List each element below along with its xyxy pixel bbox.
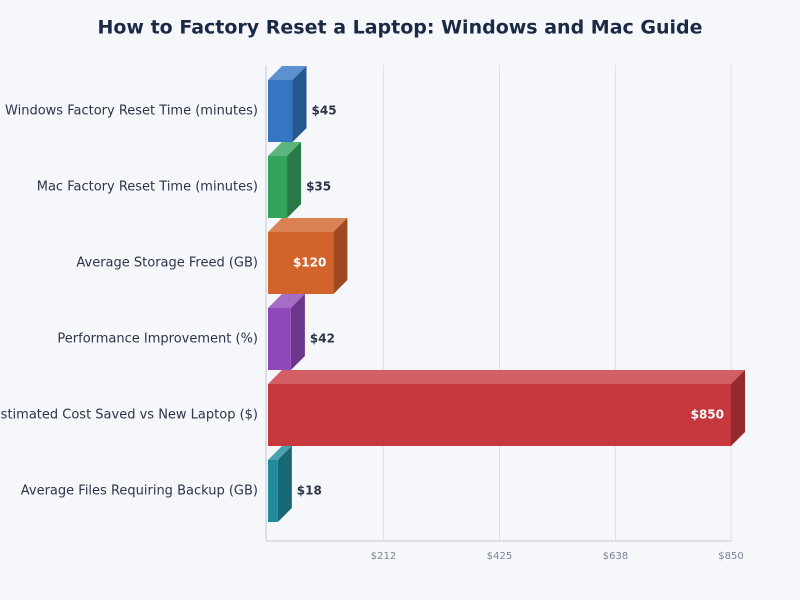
bar-top-shade xyxy=(268,142,302,156)
data-label: $120 xyxy=(293,256,326,270)
bar xyxy=(268,384,731,446)
bar-top xyxy=(268,370,745,384)
bar-side-shade xyxy=(292,66,307,142)
bar-side xyxy=(333,218,348,294)
bar-top-shade xyxy=(268,370,745,384)
bar-side-shade xyxy=(287,142,302,218)
bar-top xyxy=(268,218,348,232)
bar-top xyxy=(268,142,302,156)
data-label: $850 xyxy=(691,408,724,422)
bar-side-shade xyxy=(333,218,348,294)
x-tick-label: $212 xyxy=(371,551,396,562)
bar-top-shade xyxy=(268,294,305,308)
bar-side xyxy=(290,294,305,370)
bar-top xyxy=(268,66,307,80)
y-tick-label: Estimated Cost Saved vs New Laptop ($) xyxy=(0,408,258,423)
bar-side-shade xyxy=(290,294,305,370)
bar-top-shade xyxy=(268,218,348,232)
data-label: $42 xyxy=(310,332,335,346)
bar-side xyxy=(287,142,302,218)
data-label: $18 xyxy=(297,484,322,498)
y-tick-label: Average Files Requiring Backup (GB) xyxy=(21,484,258,499)
bar-top-shade xyxy=(268,66,307,80)
bar xyxy=(268,232,334,294)
x-tick-label: $850 xyxy=(718,551,743,562)
bar-top-shade xyxy=(268,446,292,460)
bar-top xyxy=(268,294,305,308)
bar-side-shade xyxy=(277,446,292,522)
bar xyxy=(268,460,278,522)
chart-title: How to Factory Reset a Laptop: Windows a… xyxy=(97,17,702,39)
bar-side xyxy=(292,66,307,142)
bar-side-shade xyxy=(731,370,745,446)
y-tick-label: Performance Improvement (%) xyxy=(57,332,258,347)
bar-top xyxy=(268,446,292,460)
x-tick-label: $425 xyxy=(487,551,512,562)
bar-side xyxy=(731,370,745,446)
y-tick-label: Windows Factory Reset Time (minutes) xyxy=(5,104,258,119)
x-tick-label: $638 xyxy=(603,551,628,562)
bar xyxy=(268,80,293,142)
y-tick-label: Mac Factory Reset Time (minutes) xyxy=(37,180,258,195)
bar xyxy=(268,308,291,370)
bar xyxy=(268,156,288,218)
bar-side xyxy=(277,446,292,522)
data-label: $45 xyxy=(312,104,337,118)
data-label: $35 xyxy=(306,180,331,194)
y-tick-label: Average Storage Freed (GB) xyxy=(76,256,258,271)
